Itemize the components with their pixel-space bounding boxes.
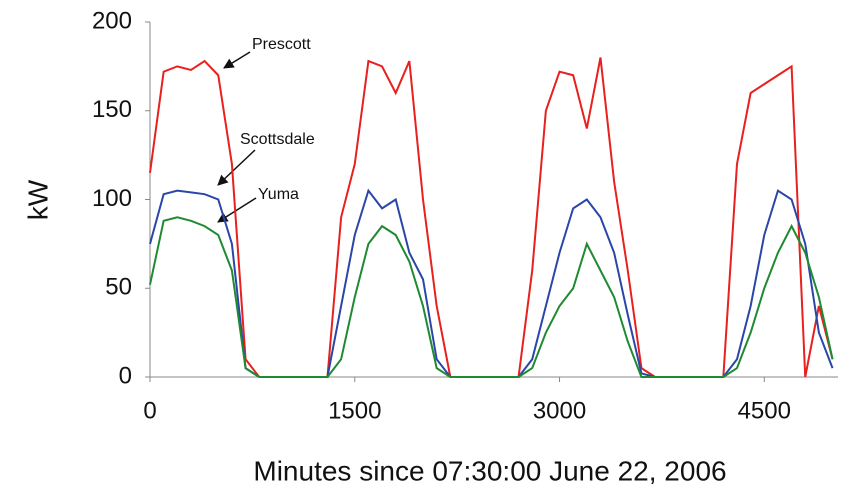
y-tick-label: 0 [119,362,132,389]
y-axis-label: kW [22,179,53,220]
annotation: Prescott [252,36,311,53]
x-tick-label: 3000 [533,397,586,424]
arrow [223,51,251,69]
annotation: Yuma [258,186,299,203]
y-tick-label: 50 [105,274,132,301]
x-axis-label: Minutes since 07:30:00 June 22, 2006 [253,455,726,486]
x-tick-label: 0 [143,397,156,424]
y-tick-label: 150 [92,96,132,123]
series-line [149,57,834,378]
series-line [149,216,834,378]
x-tick-label: 4500 [738,397,791,424]
y-tick-label: 200 [92,7,132,34]
annotation: Scottsdale [240,131,315,148]
y-tick-label: 100 [92,185,132,212]
x-tick-label: 1500 [328,397,381,424]
arrow [217,149,256,186]
